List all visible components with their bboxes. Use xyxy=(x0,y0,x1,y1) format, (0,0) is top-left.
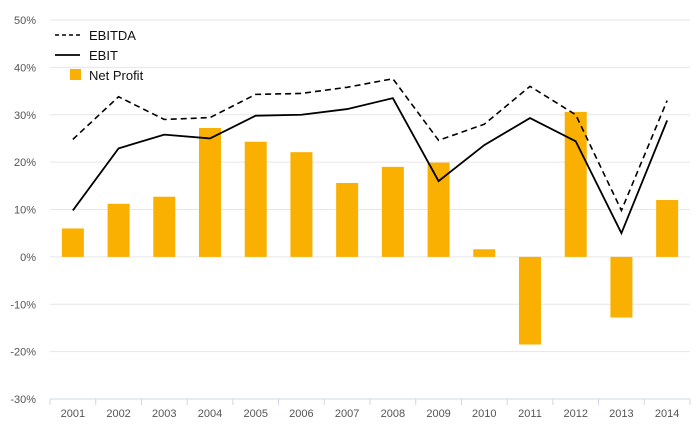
y-tick-label: -30% xyxy=(10,394,36,406)
legend-item-ebitda: EBITDA xyxy=(55,28,136,43)
x-tick-label: 2013 xyxy=(609,408,633,420)
net-profit-bar xyxy=(107,203,130,257)
y-tick-label: 30% xyxy=(14,110,36,122)
series-lines xyxy=(72,77,668,236)
net-profit-bar xyxy=(381,166,404,257)
x-tick-label: 2003 xyxy=(152,408,176,420)
net-profit-bar xyxy=(244,141,267,257)
net-profit-bar xyxy=(519,256,541,345)
x-tick-label: 2012 xyxy=(563,408,587,420)
net-profit-bar xyxy=(564,111,587,257)
net-profit-bar xyxy=(610,256,633,318)
y-tick-label: 50% xyxy=(14,15,36,27)
ebitda-line xyxy=(72,77,668,213)
legend-label-net-profit: Net Profit xyxy=(89,68,144,83)
legend: EBITDA EBIT Net Profit xyxy=(55,28,144,83)
legend-item-net-profit: Net Profit xyxy=(70,68,144,83)
y-tick-label: 20% xyxy=(14,157,36,169)
net-profit-bar xyxy=(290,152,313,257)
y-tick-label: 10% xyxy=(14,205,36,217)
net-profit-bar xyxy=(427,162,450,257)
legend-label-ebit: EBIT xyxy=(89,48,118,63)
net-profit-bar xyxy=(656,200,679,257)
y-tick-label: 0% xyxy=(20,252,36,264)
y-tick-labels: -30% -20% -10% 0% 10% 20% 30% 40% 50% xyxy=(10,15,36,406)
ebit-line xyxy=(72,97,668,236)
legend-swatch-net-profit xyxy=(70,69,81,80)
x-tick-label: 2010 xyxy=(472,408,496,420)
x-tick-label: 2014 xyxy=(655,408,679,420)
y-tick-label: -10% xyxy=(10,299,36,311)
net-profit-bar xyxy=(61,228,84,257)
y-tick-label: 40% xyxy=(14,62,36,74)
x-axis xyxy=(49,398,691,405)
x-tick-label: 2005 xyxy=(243,408,267,420)
legend-item-ebit: EBIT xyxy=(55,48,118,63)
x-tick-label: 2004 xyxy=(198,408,222,420)
x-tick-label: 2008 xyxy=(381,408,405,420)
x-tick-label: 2001 xyxy=(61,408,85,420)
net-profit-bar xyxy=(473,249,496,257)
legend-label-ebitda: EBITDA xyxy=(89,28,136,43)
x-tick-labels: 2001 2002 2003 2004 2005 2006 2007 2008 2009 2010… xyxy=(61,408,680,420)
x-tick-label: 2006 xyxy=(289,408,313,420)
net-profit-bar xyxy=(199,128,221,257)
x-tick-label: 2002 xyxy=(106,408,130,420)
net-profit-bars xyxy=(61,111,679,345)
grid-lines xyxy=(50,19,690,353)
net-profit-bar xyxy=(336,182,359,257)
y-tick-label: -20% xyxy=(10,347,36,359)
net-profit-bar xyxy=(153,196,176,257)
x-tick-label: 2011 xyxy=(518,408,542,420)
x-tick-label: 2007 xyxy=(335,408,359,420)
x-tick-label: 2009 xyxy=(426,408,450,420)
